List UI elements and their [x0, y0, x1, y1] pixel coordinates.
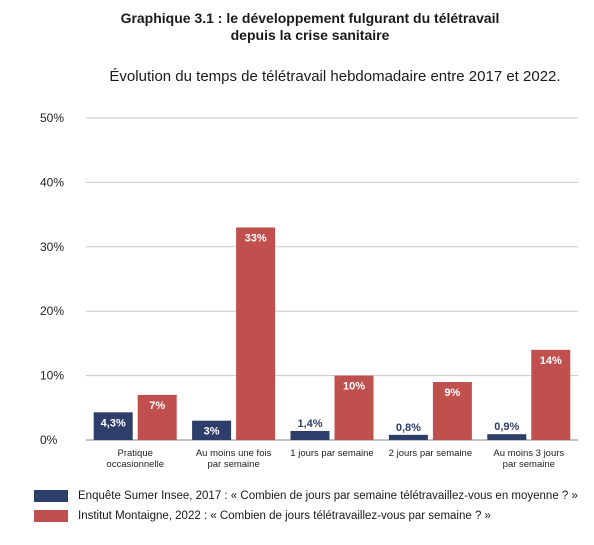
bar-2017: [388, 434, 428, 440]
bar-2022: [236, 227, 276, 440]
data-label: 3%: [204, 426, 220, 438]
chart-subtitle: Évolution du temps de télétravail hebdom…: [109, 68, 561, 85]
bar-2017: [487, 434, 527, 440]
bar-2017: [192, 420, 232, 440]
x-tick-label: 1 jours par semaine: [290, 448, 373, 459]
bar-2022: [531, 349, 571, 440]
data-label: 7%: [149, 400, 165, 412]
chart-title-line-2: depuis la crise sanitaire: [230, 27, 390, 43]
data-label: 10%: [343, 381, 365, 393]
bar-chart: 0% 10% 20% 30% 40% 50% 4,3% 7% Pratiqueoccasionn…: [40, 111, 578, 470]
y-tick-label: 20%: [40, 304, 64, 318]
legend-label-2022: Institut Montaigne, 2022 : « Combien de …: [78, 510, 491, 522]
bar-2022: [137, 394, 177, 440]
bar-2017: [93, 412, 133, 440]
legend-swatch-2022: [34, 510, 68, 522]
data-label: 4,3%: [101, 417, 126, 429]
x-tick-label: Pratique: [118, 448, 153, 459]
y-tick-label: 0%: [40, 433, 58, 447]
data-label: 33%: [245, 232, 267, 244]
y-tick-label: 50%: [40, 111, 64, 125]
chart-title: Graphique 3.1 : le développement fulgura…: [60, 10, 560, 44]
bar-2017: [290, 430, 330, 440]
data-label: 0,8%: [396, 422, 421, 434]
legend-item-2017: Enquête Sumer Insee, 2017 : « Combien de…: [34, 490, 578, 502]
y-tick-label: 30%: [40, 240, 64, 254]
data-label: 9%: [444, 387, 460, 399]
chart-title-line-1: Graphique 3.1 : le développement fulgura…: [120, 10, 500, 26]
x-tick-label: 2 jours par semaine: [389, 448, 472, 459]
data-label: 1,4%: [297, 418, 322, 430]
data-label: 0,9%: [494, 421, 519, 433]
x-tick-label: occasionnelle: [106, 459, 164, 470]
legend-swatch-2017: [34, 490, 68, 502]
x-tick-label: par semaine: [207, 459, 259, 470]
x-tick-label: par semaine: [503, 459, 555, 470]
legend-item-2022: Institut Montaigne, 2022 : « Combien de …: [34, 510, 491, 522]
data-label: 14%: [540, 355, 562, 367]
y-tick-label: 40%: [40, 175, 64, 189]
bar-2022: [432, 382, 472, 440]
y-tick-label: 10%: [40, 369, 64, 383]
bar-2022: [334, 375, 374, 440]
x-tick-label: Au moins une fois: [196, 448, 272, 459]
x-tick-label: Au moins 3 jours: [493, 448, 564, 459]
legend-label-2017: Enquête Sumer Insee, 2017 : « Combien de…: [78, 490, 578, 502]
